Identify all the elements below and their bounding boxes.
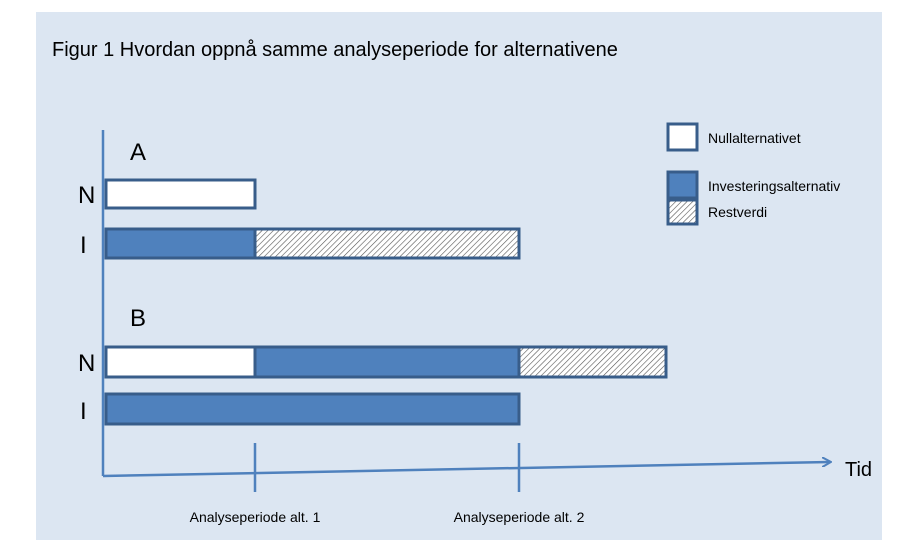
title: Figur 1 Hvordan oppnå samme analyseperio… — [52, 39, 618, 61]
axis-label: Tid — [845, 459, 872, 481]
segment-invest — [104, 392, 521, 426]
segment-invest — [104, 227, 257, 260]
row-label: I — [80, 398, 87, 425]
group-label: B — [130, 305, 146, 332]
legend-swatch — [666, 122, 699, 152]
legend-label: Restverdi — [708, 204, 767, 220]
row-label: N — [78, 350, 95, 377]
legend-label: Nullalternativet — [708, 130, 801, 146]
segment-null — [104, 178, 257, 210]
row-label: N — [78, 182, 95, 209]
segment-null — [104, 345, 257, 379]
period-label: Analyseperiode alt. 1 — [190, 509, 321, 525]
segment-invest — [253, 345, 521, 379]
segment-rest — [517, 345, 668, 379]
row-label: I — [80, 232, 87, 259]
legend-swatch — [666, 198, 699, 226]
segment-rest — [253, 227, 521, 260]
period-label: Analyseperiode alt. 2 — [454, 509, 585, 525]
group-label: A — [130, 139, 146, 166]
legend-swatch — [666, 170, 699, 200]
legend-label: Investeringsalternativ — [708, 178, 840, 194]
panel — [36, 12, 882, 540]
x-axis — [102, 462, 830, 478]
